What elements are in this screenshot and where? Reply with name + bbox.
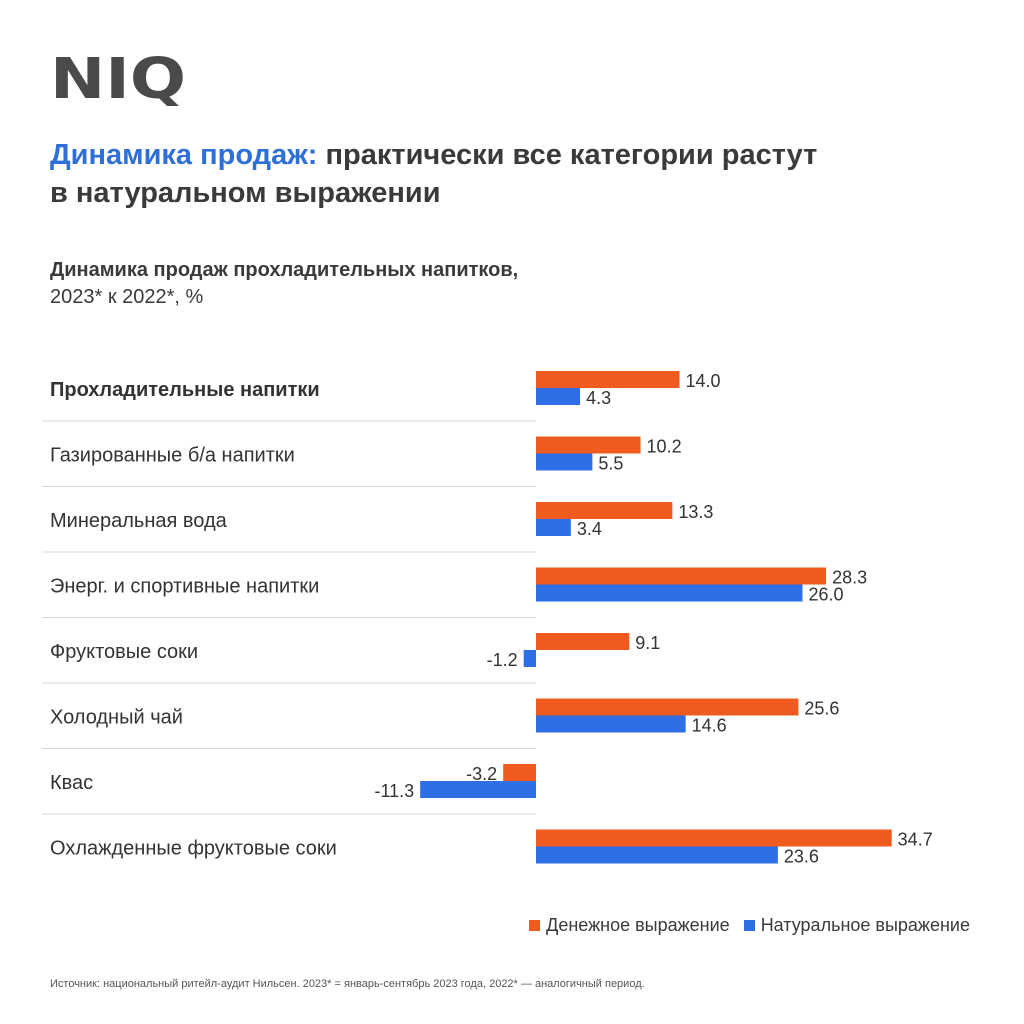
bar-volume	[420, 781, 536, 798]
chart-title-block: Динамика продаж прохладительных напитков…	[50, 257, 750, 311]
headline: Динамика продаж: практически все категор…	[50, 136, 950, 212]
bar-money	[536, 829, 892, 847]
data-label: 28.3	[832, 568, 867, 588]
bar-money	[536, 502, 673, 519]
headline-line2: в натуральном выражении	[50, 177, 441, 209]
data-label: 34.7	[898, 830, 933, 850]
bar-volume	[536, 388, 581, 405]
headline-line1-rest: практически все категории растут	[325, 139, 818, 171]
bar-volume	[536, 519, 571, 536]
category-label: Энерг. и спортивные напитки	[50, 576, 319, 598]
data-label: 14.6	[692, 716, 727, 736]
legend-swatch-volume	[743, 920, 755, 931]
bar-volume	[523, 650, 536, 667]
chart-subtitle: 2023* к 2022*, %	[50, 286, 204, 308]
niq-logo: NIQ	[50, 50, 186, 110]
bar-volume	[536, 715, 686, 733]
data-label: 3.4	[577, 519, 602, 539]
category-label: Охлажденные фруктовые соки	[50, 838, 337, 860]
data-label: 10.2	[647, 437, 682, 457]
category-label: Холодный чай	[50, 707, 183, 729]
category-label: Квас	[50, 772, 93, 794]
data-label: -3.2	[466, 764, 497, 784]
data-label: 23.6	[784, 847, 819, 867]
legend-item-money: Денежное выражение	[529, 915, 730, 936]
data-label: 4.3	[586, 388, 611, 408]
data-label: 13.3	[678, 502, 713, 522]
legend-label-volume: Натуральное выражение	[760, 915, 970, 935]
legend-swatch-money	[529, 920, 541, 931]
bar-chart: Прохладительные напитки 14.0 4.3 Газированн…	[42, 371, 933, 867]
bar-volume	[536, 453, 593, 471]
category-label: Фруктовые соки	[50, 641, 198, 663]
headline-accent: Динамика продаж:	[50, 139, 318, 171]
bar-money	[503, 764, 536, 781]
bar-money	[536, 436, 641, 454]
niq-logo-text: NIQ	[50, 50, 186, 110]
legend-label-money: Денежное выражение	[546, 915, 730, 935]
bar-money	[536, 371, 680, 388]
data-label: -1.2	[487, 650, 518, 670]
data-label: 25.6	[804, 699, 839, 719]
legend: Денежное выражение Натуральное выражение	[515, 915, 970, 936]
data-label: 5.5	[598, 454, 623, 474]
category-label: Газированные б/а напитки	[50, 445, 295, 467]
legend-item-volume: Натуральное выражение	[743, 915, 970, 936]
bar-money	[536, 633, 630, 650]
bar-money	[536, 698, 799, 716]
category-label: Минеральная вода	[50, 510, 228, 532]
category-label: Прохладительные напитки	[50, 379, 320, 401]
chart-title: Динамика продаж прохладительных напитков…	[50, 259, 519, 281]
data-label: 9.1	[635, 633, 660, 653]
bar-volume	[536, 584, 803, 602]
data-label: -11.3	[374, 781, 414, 801]
source-footnote: Источник: национальный ритейл-аудит Ниль…	[50, 978, 645, 990]
bar-volume	[536, 846, 778, 864]
data-label: 14.0	[686, 371, 721, 391]
bar-money	[536, 567, 827, 585]
data-label: 26.0	[809, 585, 844, 605]
